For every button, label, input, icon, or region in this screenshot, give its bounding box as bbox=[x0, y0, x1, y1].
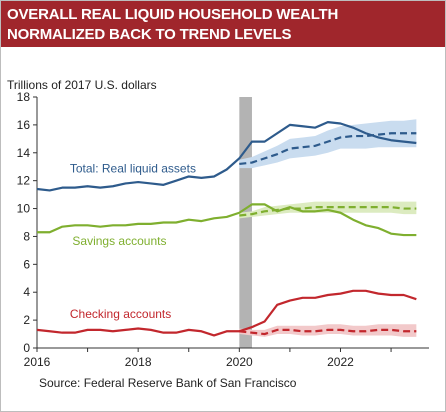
series-label-checking-accounts: Checking accounts bbox=[70, 307, 171, 321]
y-axis-label: Trillions of 2017 U.S. dollars bbox=[7, 78, 157, 92]
source-note: Source: Federal Reserve Bank of San Fran… bbox=[39, 376, 297, 390]
trend-line-savings-accounts bbox=[239, 206, 417, 217]
y-tick-label: 14 bbox=[17, 146, 31, 160]
trend-band-total-real-liquid-assets bbox=[239, 119, 417, 169]
recession-shade bbox=[239, 97, 252, 348]
y-tick-label: 4 bbox=[23, 285, 30, 299]
y-tick-label: 8 bbox=[23, 229, 30, 243]
y-tick-label: 16 bbox=[17, 118, 31, 132]
y-tick-label: 18 bbox=[17, 90, 31, 104]
x-tick-label: 2022 bbox=[327, 355, 354, 369]
y-tick-label: 0 bbox=[23, 341, 30, 355]
x-tick-label: 2020 bbox=[226, 355, 253, 369]
series-line-savings-accounts bbox=[37, 203, 417, 237]
title-banner: OVERALL REAL LIQUID HOUSEHOLD WEALTH NOR… bbox=[1, 1, 445, 47]
x-tick-label: 2016 bbox=[24, 355, 51, 369]
y-tick-label: 2 bbox=[23, 313, 30, 327]
y-tick-label: 6 bbox=[23, 257, 30, 271]
y-tick-label: 12 bbox=[17, 174, 31, 188]
chart-title-line-1: OVERALL REAL LIQUID HOUSEHOLD WEALTH bbox=[7, 6, 339, 23]
trend-line-checking-accounts bbox=[239, 328, 417, 336]
x-tick-label: 2018 bbox=[125, 355, 152, 369]
series-line-total-real-liquid-assets bbox=[36, 120, 417, 192]
chart-title-line-2: NORMALIZED BACK TO TREND LEVELS bbox=[7, 26, 292, 43]
series-label-total-real-liquid-assets: Total: Real liquid assets bbox=[70, 161, 196, 175]
series-line-checking-accounts bbox=[36, 289, 417, 337]
y-tick-label: 10 bbox=[17, 202, 31, 216]
series-label-savings-accounts: Savings accounts bbox=[72, 234, 166, 248]
trend-line-total-real-liquid-assets bbox=[239, 132, 417, 166]
